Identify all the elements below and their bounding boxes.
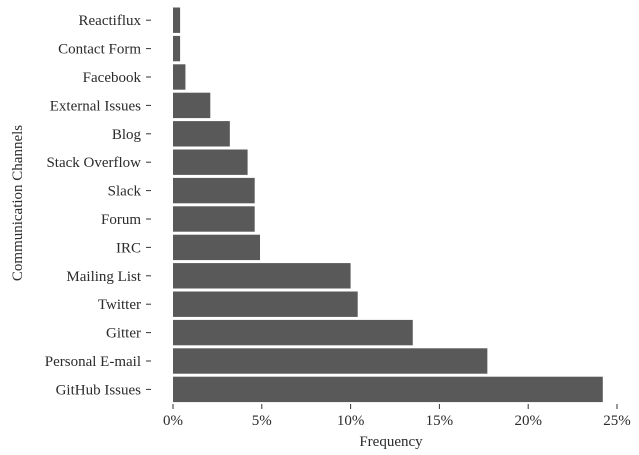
bar-forum: [173, 206, 255, 232]
x-tick-label: 0%: [163, 413, 183, 429]
bar-irc: [173, 234, 261, 261]
y-tick-label: Twitter: [98, 297, 141, 313]
bar-facebook: [173, 64, 186, 90]
bar-reactiflux: [173, 7, 181, 33]
x-axis: 0% 5% 10% 15% 20% 25%: [163, 404, 631, 429]
x-tick-label: 15%: [426, 413, 454, 429]
y-tick-label: IRC: [116, 240, 141, 256]
y-tick-label: Forum: [101, 212, 141, 228]
y-tick-label: External Issues: [50, 98, 141, 114]
y-tick-label: Facebook: [83, 70, 142, 86]
y-axis-title: Communication Channels: [10, 125, 26, 281]
x-tick-label: 20%: [514, 413, 542, 429]
bar-personal-e-mail: [173, 348, 488, 374]
x-tick-label: 5%: [252, 413, 272, 429]
bar-mailing-list: [173, 263, 351, 289]
y-tick-label: Reactiflux: [79, 13, 142, 29]
bar-contact-form: [173, 35, 181, 62]
y-tick-label: Blog: [112, 127, 142, 143]
bar-twitter: [173, 291, 358, 317]
x-tick-label: 10%: [337, 413, 365, 429]
y-tick-label: GitHub Issues: [56, 382, 142, 398]
y-tick-label: Gitter: [106, 326, 141, 342]
y-tick-label: Mailing List: [66, 269, 141, 285]
x-tick-label: 25%: [603, 413, 631, 429]
bar-slack: [173, 177, 255, 204]
y-tick-label: Contact Form: [58, 42, 141, 58]
y-tick-label: Stack Overflow: [46, 155, 141, 171]
bar-stack-overflow: [173, 149, 248, 175]
y-tick-label: Slack: [108, 184, 142, 200]
bar-github-issues: [173, 376, 603, 403]
x-axis-title: Frequency: [359, 434, 423, 450]
bar-external-issues: [173, 92, 211, 119]
y-tick-label: Personal E-mail: [45, 354, 141, 370]
bar-gitter: [173, 319, 413, 346]
bars-group: [173, 7, 603, 403]
y-axis: Reactiflux Contact Form Facebook External I…: [45, 13, 151, 398]
bar-blog: [173, 121, 230, 147]
